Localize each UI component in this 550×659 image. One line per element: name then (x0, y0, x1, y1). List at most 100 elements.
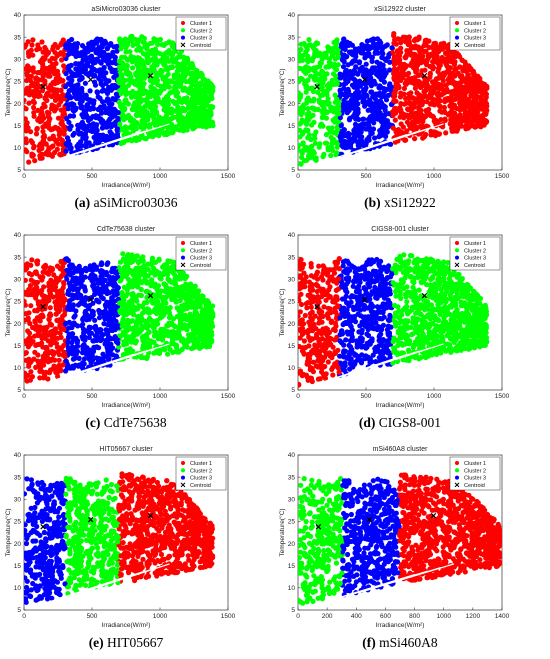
data-point (426, 44, 432, 51)
data-point (27, 283, 34, 289)
data-point (445, 89, 451, 95)
data-point (118, 104, 124, 111)
data-point (94, 90, 100, 96)
data-point (362, 103, 368, 109)
data-point (52, 49, 58, 55)
data-point (130, 65, 136, 71)
data-point (164, 50, 170, 56)
data-point (99, 286, 105, 292)
data-point (47, 116, 53, 122)
data-point (484, 103, 490, 109)
data-point (162, 56, 168, 62)
panel-caption: (b) xSi12922 (364, 195, 436, 210)
data-point (193, 75, 199, 81)
data-point (24, 350, 29, 356)
data-point (363, 61, 369, 67)
data-point (370, 126, 377, 132)
data-point (329, 141, 335, 147)
data-point (172, 89, 178, 95)
data-point (96, 315, 103, 321)
data-point (26, 50, 32, 57)
data-point (28, 73, 34, 80)
data-point (28, 277, 34, 283)
data-point (122, 36, 128, 42)
y-tick-label: 40 (14, 232, 22, 239)
data-point (427, 101, 433, 107)
data-point (50, 366, 56, 372)
data-point (114, 274, 120, 280)
data-point (349, 42, 355, 48)
data-point (334, 37, 340, 43)
data-point (465, 76, 471, 82)
data-point (56, 357, 62, 363)
data-point (153, 309, 159, 315)
data-point (420, 58, 426, 64)
data-point (438, 117, 444, 123)
caption-text: xSi12922 (384, 195, 436, 210)
data-point (26, 159, 32, 165)
data-point (162, 99, 168, 105)
data-point (41, 101, 47, 107)
data-point (374, 100, 380, 106)
data-point (68, 87, 74, 93)
data-point (189, 82, 195, 88)
data-point (392, 110, 398, 116)
y-tick-label: 10 (14, 365, 22, 372)
data-point (381, 103, 387, 109)
data-point (114, 43, 120, 50)
data-point (472, 77, 478, 83)
data-point (56, 362, 62, 368)
data-point (128, 34, 134, 40)
data-point (451, 61, 458, 68)
data-point (128, 115, 134, 121)
data-point (367, 70, 373, 77)
data-point (426, 54, 432, 61)
data-point (378, 76, 384, 83)
data-point (373, 91, 379, 97)
data-point (412, 43, 418, 49)
data-point (123, 49, 129, 55)
data-point (185, 67, 191, 73)
data-point (456, 91, 462, 97)
data-point (449, 49, 455, 55)
data-point (364, 38, 370, 44)
y-tick-label: 30 (288, 56, 296, 63)
data-point (40, 128, 46, 135)
data-point (159, 120, 165, 126)
data-point (160, 84, 166, 91)
caption-letter: (a) (74, 195, 90, 210)
data-point (60, 122, 66, 128)
data-point (82, 308, 89, 314)
data-point (104, 290, 110, 297)
data-point (369, 44, 376, 50)
data-point (44, 149, 50, 155)
data-point (26, 287, 32, 293)
data-point (147, 77, 153, 84)
data-point (40, 137, 47, 144)
legend-marker (455, 28, 459, 33)
data-point (124, 62, 130, 69)
data-point (137, 67, 143, 73)
data-point (382, 107, 388, 113)
data-point (380, 50, 386, 57)
data-point (43, 121, 49, 127)
data-point (141, 81, 147, 87)
data-point (387, 141, 393, 147)
data-point (116, 300, 123, 306)
data-point (147, 89, 153, 95)
x-tick-label: 500 (87, 393, 98, 400)
data-point (365, 107, 371, 113)
data-point (148, 84, 154, 90)
data-point (51, 103, 57, 109)
data-point (90, 272, 96, 278)
data-point (410, 95, 416, 101)
data-point (306, 110, 312, 116)
data-point (440, 87, 447, 93)
data-point (157, 68, 164, 74)
data-point (377, 128, 383, 134)
data-point (355, 143, 361, 149)
data-point (383, 57, 389, 64)
data-point (178, 115, 184, 121)
